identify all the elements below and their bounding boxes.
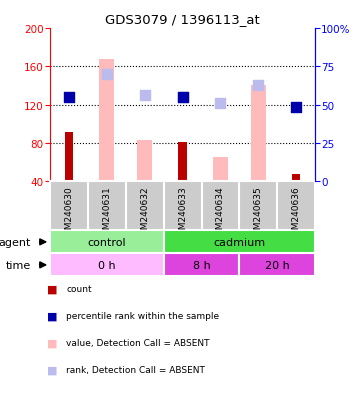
Point <box>104 71 110 78</box>
Text: cadmium: cadmium <box>213 237 265 247</box>
Text: 0 h: 0 h <box>98 260 116 270</box>
Point <box>142 93 147 99</box>
Text: control: control <box>88 237 126 247</box>
Text: GSM240632: GSM240632 <box>140 186 149 240</box>
Text: GSM240633: GSM240633 <box>178 186 187 240</box>
Text: GSM240635: GSM240635 <box>254 186 263 240</box>
Text: ■: ■ <box>47 311 57 321</box>
Text: GSM240634: GSM240634 <box>216 186 225 240</box>
Point <box>255 83 261 90</box>
Bar <box>137 141 152 182</box>
Bar <box>65 133 73 182</box>
Text: percentile rank within the sample: percentile rank within the sample <box>66 311 219 320</box>
Bar <box>50 231 164 254</box>
Bar <box>251 86 266 182</box>
Bar <box>164 231 315 254</box>
Text: GSM240631: GSM240631 <box>102 186 111 240</box>
Text: GSM240636: GSM240636 <box>292 186 301 240</box>
Bar <box>213 158 228 182</box>
Bar <box>99 59 115 182</box>
Point <box>218 100 223 107</box>
Bar <box>292 174 300 182</box>
Bar <box>164 254 240 277</box>
Text: value, Detection Call = ABSENT: value, Detection Call = ABSENT <box>66 338 210 347</box>
Bar <box>50 254 164 277</box>
Text: agent: agent <box>0 237 31 247</box>
Text: 20 h: 20 h <box>265 260 290 270</box>
Point <box>293 104 299 111</box>
Text: ■: ■ <box>47 284 57 294</box>
Text: ■: ■ <box>47 338 57 348</box>
Point <box>66 95 72 101</box>
Bar <box>178 142 187 182</box>
Text: 8 h: 8 h <box>193 260 211 270</box>
Text: rank, Detection Call = ABSENT: rank, Detection Call = ABSENT <box>66 365 205 374</box>
Point <box>180 95 185 101</box>
Point <box>180 95 185 101</box>
Bar <box>240 254 315 277</box>
Text: time: time <box>6 260 31 270</box>
Text: count: count <box>66 285 92 294</box>
Text: ■: ■ <box>47 365 57 375</box>
Title: GDS3079 / 1396113_at: GDS3079 / 1396113_at <box>105 13 260 26</box>
Text: GSM240630: GSM240630 <box>64 186 73 240</box>
